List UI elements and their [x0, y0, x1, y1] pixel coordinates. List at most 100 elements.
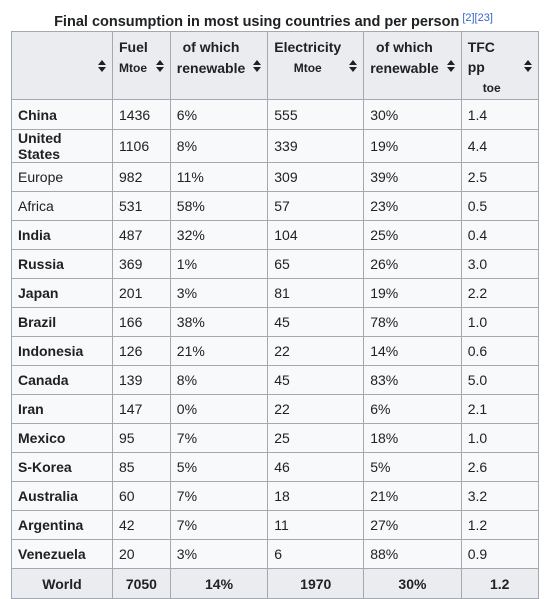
cell-electricity: 25 — [267, 423, 365, 453]
column-title: of which — [376, 39, 433, 55]
cell-country: Australia — [11, 481, 113, 511]
table-header: Fuel Mtoe of which renewable Electricity… — [11, 31, 539, 100]
sort-arrows-icon[interactable] — [349, 59, 358, 72]
cell-country: S-Korea — [11, 452, 113, 482]
total-fuel: 7050 — [112, 568, 171, 599]
cell-country: United States — [11, 129, 113, 163]
cell-country: India — [11, 220, 113, 250]
column-header-fuel-renewable[interactable]: of which renewable — [169, 31, 269, 100]
sort-arrows-icon[interactable] — [98, 59, 106, 72]
column-subtitle: renewable — [370, 60, 439, 76]
cell-electricity-renewable: 19% — [363, 278, 462, 308]
cell-fuel-renewable: 58% — [169, 191, 269, 221]
cell-electricity: 22 — [267, 336, 365, 366]
cell-electricity-renewable: 26% — [363, 249, 462, 279]
cell-fuel: 369 — [112, 249, 171, 279]
totals-row: World 7050 14% 1970 30% 1.2 — [11, 568, 539, 599]
cell-country: Canada — [11, 365, 113, 395]
cell-electricity-renewable: 21% — [363, 481, 462, 511]
cell-electricity-renewable: 6% — [363, 394, 462, 424]
column-unit: Mtoe — [293, 61, 322, 75]
cell-fuel: 1436 — [112, 99, 171, 130]
sort-arrows-icon[interactable] — [523, 59, 532, 72]
cell-electricity-renewable: 25% — [363, 220, 462, 250]
cell-fuel-renewable: 0% — [169, 394, 269, 424]
cell-country: Mexico — [11, 423, 113, 453]
cell-fuel: 20 — [112, 539, 171, 569]
cell-fuel: 487 — [112, 220, 171, 250]
cell-fuel: 126 — [112, 336, 171, 366]
column-header-country[interactable] — [11, 31, 113, 100]
column-title: TFC pp — [467, 39, 495, 75]
cell-fuel-renewable: 7% — [169, 423, 269, 453]
table-row: Australia 60 7% 18 21% 3.2 — [11, 481, 539, 511]
total-electricity-renewable: 30% — [363, 568, 462, 599]
cell-electricity-renewable: 39% — [363, 162, 462, 192]
cell-fuel: 531 — [112, 191, 171, 221]
cell-country: Europe — [11, 162, 113, 192]
cell-electricity: 339 — [267, 129, 365, 163]
cell-fuel: 982 — [112, 162, 171, 192]
cell-fuel: 1106 — [112, 129, 171, 163]
cell-country: Japan — [11, 278, 113, 308]
cell-tfc-pp: 0.6 — [460, 336, 539, 366]
caption-references: [2][23] — [462, 12, 493, 24]
table-row: Russia 369 1% 65 26% 3.0 — [11, 249, 539, 279]
cell-tfc-pp: 4.4 — [460, 129, 539, 163]
cell-tfc-pp: 2.2 — [460, 278, 539, 308]
total-fuel-renewable: 14% — [169, 568, 269, 599]
table-row: Iran 147 0% 22 6% 2.1 — [11, 394, 539, 424]
table-row: Japan 201 3% 81 19% 2.2 — [11, 278, 539, 308]
reference-link-2[interactable]: [2] — [462, 12, 475, 24]
cell-country: Russia — [11, 249, 113, 279]
sort-arrows-icon[interactable] — [155, 59, 164, 72]
cell-electricity: 65 — [267, 249, 365, 279]
cell-electricity-renewable: 78% — [363, 307, 462, 337]
cell-electricity: 104 — [267, 220, 365, 250]
column-header-electricity-renewable[interactable]: of which renewable — [363, 31, 462, 100]
cell-electricity-renewable: 23% — [363, 191, 462, 221]
cell-tfc-pp: 0.9 — [460, 539, 539, 569]
table-footer: World 7050 14% 1970 30% 1.2 — [11, 568, 539, 599]
cell-electricity: 11 — [267, 510, 365, 540]
cell-fuel-renewable: 11% — [169, 162, 269, 192]
cell-fuel-renewable: 7% — [169, 481, 269, 511]
column-title: Electricity — [274, 39, 342, 55]
table-row: Argentina 42 7% 11 27% 1.2 — [11, 510, 539, 540]
cell-fuel: 85 — [112, 452, 171, 482]
sort-arrows-icon[interactable] — [446, 59, 455, 72]
cell-fuel-renewable: 3% — [169, 278, 269, 308]
cell-tfc-pp: 1.0 — [460, 423, 539, 453]
cell-fuel-renewable: 5% — [169, 452, 269, 482]
cell-country: Brazil — [11, 307, 113, 337]
column-header-fuel[interactable]: Fuel Mtoe — [112, 31, 171, 100]
column-header-tfc-pp[interactable]: TFC pp toe — [460, 31, 539, 100]
cell-electricity-renewable: 14% — [363, 336, 462, 366]
cell-country: Iran — [11, 394, 113, 424]
cell-country: China — [11, 99, 113, 130]
cell-country: Indonesia — [11, 336, 113, 366]
cell-fuel-renewable: 6% — [169, 99, 269, 130]
cell-tfc-pp: 3.2 — [460, 481, 539, 511]
cell-electricity-renewable: 30% — [363, 99, 462, 130]
table-row: India 487 32% 104 25% 0.4 — [11, 220, 539, 250]
cell-fuel: 60 — [112, 481, 171, 511]
reference-link-23[interactable]: [23] — [474, 12, 493, 24]
sort-arrows-icon[interactable] — [253, 59, 262, 72]
cell-electricity: 45 — [267, 365, 365, 395]
cell-country: Africa — [11, 191, 113, 221]
table-row: Venezuela 20 3% 6 88% 0.9 — [11, 539, 539, 569]
cell-fuel-renewable: 1% — [169, 249, 269, 279]
cell-electricity-renewable: 83% — [363, 365, 462, 395]
cell-fuel-renewable: 7% — [169, 510, 269, 540]
column-unit: toe — [482, 81, 501, 95]
column-header-electricity[interactable]: Electricity Mtoe — [267, 31, 365, 100]
consumption-table: Fuel Mtoe of which renewable Electricity… — [11, 31, 539, 599]
cell-electricity: 555 — [267, 99, 365, 130]
cell-electricity: 57 — [267, 191, 365, 221]
table-row: S-Korea 85 5% 46 5% 2.6 — [11, 452, 539, 482]
cell-electricity-renewable: 5% — [363, 452, 462, 482]
caption-title: Final consumption in most using countrie… — [54, 14, 460, 30]
cell-electricity: 22 — [267, 394, 365, 424]
